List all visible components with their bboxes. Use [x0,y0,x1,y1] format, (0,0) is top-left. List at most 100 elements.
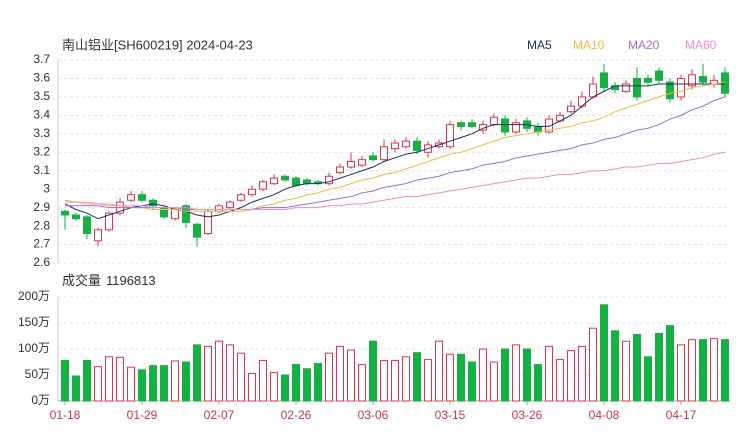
volume-bar [303,368,311,402]
candle-body [699,76,707,83]
y-tick-label: 2.8 [33,218,50,232]
volume-bar [600,304,608,402]
volume-bar [171,360,179,402]
candle-body [501,118,509,133]
volume-bar [292,364,300,402]
candle-body [413,140,421,151]
x-tick-label: 03-26 [512,408,543,422]
x-tick-label: 03-06 [358,408,389,422]
volume-bar [468,361,476,402]
volume-bar [237,352,245,402]
volume-bar [633,333,641,402]
volume-bar [490,361,498,402]
volume-bar [677,344,685,402]
volume-bar [160,365,168,402]
volume-bar [259,359,267,402]
volume-title: 成交量 1196813 [62,273,156,288]
candle-body [721,72,729,94]
candle-body [248,188,256,196]
candle-body [105,212,113,231]
candle-body [589,83,597,98]
candle-body [215,205,223,212]
y-tick-label: 2.6 [33,255,50,269]
volume-bar [204,345,212,402]
volume-bar [270,371,278,402]
volume-bar [622,340,630,402]
volume-bar [391,359,399,402]
volume-bar [402,356,410,402]
volume-bar [688,339,696,402]
candle-body [292,177,300,186]
candle-body [182,205,190,223]
x-tick-label: 04-08 [589,408,620,422]
candle-body [193,223,201,238]
y-tick-label: 2.7 [33,237,50,251]
volume-bar [336,345,344,402]
candle-body [270,177,278,185]
volume-bar [611,330,619,402]
candle-body [578,96,586,107]
volume-bar [501,348,509,402]
volume-bar [710,338,718,402]
candle-body [633,77,641,98]
chart-title: 南山铝业[SH600219] 2024-04-23 [62,37,253,52]
y-tick-label: 3.2 [33,144,50,158]
volume-bar [666,325,674,402]
volume-bar [413,352,421,402]
x-tick-label: 02-07 [204,408,235,422]
candle-body [468,122,476,127]
candle-body [490,116,498,126]
candle-body [204,210,212,234]
candle-body [512,122,520,133]
legend-entry: MA10 [573,38,605,52]
candle-body [237,194,245,201]
y-tick-label: 3.5 [33,89,50,103]
x-tick-label: 04-17 [666,408,697,422]
volume-bar [215,340,223,402]
candle-body [655,70,663,81]
volume-bar [446,353,454,402]
candle-body [127,194,135,201]
volume-bar [644,356,652,402]
volume-tick-label: 0万 [31,393,50,407]
x-tick-label: 02-26 [281,408,312,422]
volume-bar [556,358,564,402]
volume-bar [248,372,256,402]
volume-bar [83,359,91,402]
candle-body [677,77,685,98]
volume-bar [369,340,377,402]
y-tick-label: 3.7 [33,52,50,66]
volume-tick-label: 200万 [18,289,50,303]
y-tick-label: 3.4 [33,108,50,122]
candle-body [446,124,454,148]
volume-bar [61,359,69,402]
volume-bar [545,345,553,402]
volume-bar [479,348,487,402]
candle-body [336,166,344,174]
volume-bar [435,340,443,402]
candle-body [545,118,553,133]
volume-bar [534,364,542,402]
candle-body [259,181,267,190]
volume-bar [655,332,663,402]
candle-body [622,83,630,92]
volume-bar [314,363,322,402]
volume-bar [105,356,113,402]
volume-label: 成交量 [62,273,101,288]
candle-body [380,146,388,161]
volume-bar [116,356,124,402]
candle-body [171,208,179,220]
x-tick-label: 01-29 [127,408,158,422]
volume-bar [182,361,190,402]
volume-bar [721,339,729,402]
volume-bar [226,344,234,402]
volume-bar [149,365,157,402]
x-tick-label: 01-18 [50,408,81,422]
volume-bar [523,348,531,402]
volume-tick-label: 150万 [18,315,50,329]
candle-body [688,74,696,87]
candle-body [600,72,608,89]
candle-body [94,229,102,242]
volume-bar [424,358,432,402]
